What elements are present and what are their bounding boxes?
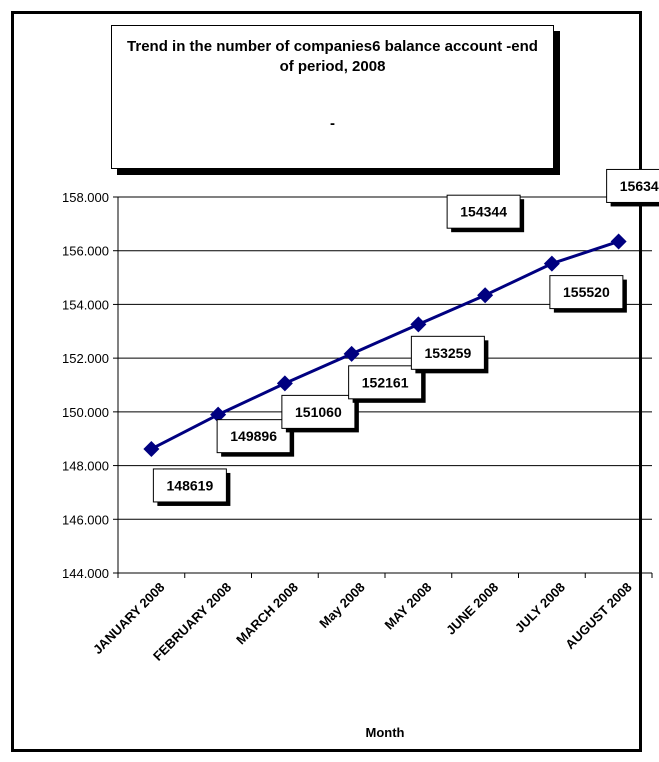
data-point-marker xyxy=(276,375,293,392)
x-tick-label: May 2008 xyxy=(316,580,367,631)
x-tick-label: MARCH 2008 xyxy=(233,580,301,648)
y-tick-label: 144.000 xyxy=(62,566,109,581)
x-tick-label: AUGUST 2008 xyxy=(562,580,634,652)
y-tick-label: 146.000 xyxy=(62,512,109,527)
data-point-marker xyxy=(343,345,360,362)
data-label: 152161 xyxy=(348,365,426,403)
data-label-text: 154344 xyxy=(460,204,507,220)
y-tick-label: 148.000 xyxy=(62,459,109,474)
data-label: 148619 xyxy=(152,468,231,506)
y-axis: 144.000 146.000 148.000 150.000 152.000 154.0… xyxy=(62,190,119,581)
data-series xyxy=(143,233,627,457)
data-label-box xyxy=(216,419,291,454)
x-tick-label: JULY 2008 xyxy=(512,580,568,636)
data-label-text: 152161 xyxy=(362,374,409,390)
data-label-box xyxy=(606,168,659,203)
x-tick-label: JUNE 2008 xyxy=(443,580,501,638)
data-label-box xyxy=(348,365,423,400)
data-point-marker xyxy=(543,255,560,272)
data-label-text: 156345 xyxy=(620,178,659,194)
data-point-marker xyxy=(143,440,160,457)
data-label: 154344 xyxy=(446,194,525,233)
y-tick-label: 152.000 xyxy=(62,351,109,366)
data-labels: 148619 149896 151060 152161 153259 154344 1555… xyxy=(152,168,659,506)
data-label-text: 155520 xyxy=(563,284,610,300)
data-label-box xyxy=(281,394,356,429)
data-label-text: 148619 xyxy=(167,477,214,493)
y-tick-label: 158.000 xyxy=(62,190,109,205)
title-box: Trend in the number of companies6 balanc… xyxy=(111,25,554,169)
data-label: 156345 xyxy=(606,168,659,207)
x-tick-label: JANUARY 2008 xyxy=(90,580,168,658)
y-tick-label: 154.000 xyxy=(62,297,109,312)
data-label-text: 151060 xyxy=(295,404,342,420)
data-point-marker xyxy=(210,406,227,423)
data-point-marker xyxy=(410,316,427,333)
chart-title: Trend in the number of companies6 balanc… xyxy=(127,38,538,75)
chart-subtitle: - xyxy=(330,115,335,132)
data-label-box xyxy=(549,275,624,310)
data-label: 149896 xyxy=(216,419,295,457)
data-label-text: 153259 xyxy=(425,345,472,361)
data-label-box xyxy=(446,194,521,229)
y-tick-label: 150.000 xyxy=(62,405,109,420)
data-label-box xyxy=(152,468,227,503)
data-label-box xyxy=(410,335,485,370)
x-tick-label: MAY 2008 xyxy=(381,580,434,633)
data-point-marker xyxy=(477,287,494,304)
series-line xyxy=(150,240,620,451)
data-label-text: 149896 xyxy=(230,428,277,444)
data-point-marker xyxy=(610,233,627,250)
data-label: 151060 xyxy=(281,394,359,433)
y-tick-label: 156.000 xyxy=(62,244,109,259)
data-label: 155520 xyxy=(549,275,627,313)
data-label: 153259 xyxy=(410,335,489,374)
x-axis-title: Month xyxy=(366,725,405,740)
